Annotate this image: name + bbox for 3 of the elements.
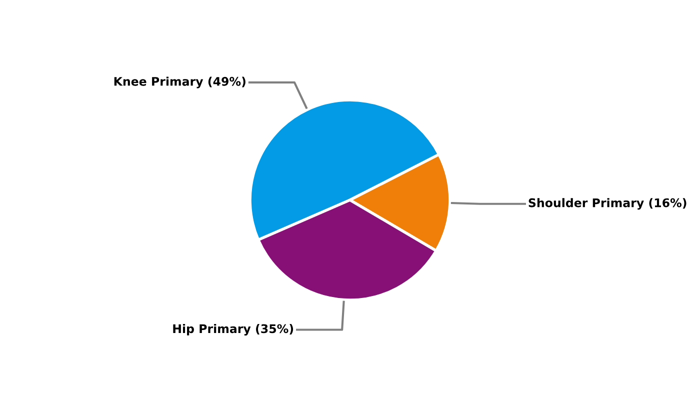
slice-label: Knee Primary (49%) [114,76,246,88]
slice-label: Shoulder Primary (16%) [528,198,686,210]
slice-label: Hip Primary (35%) [173,324,294,336]
